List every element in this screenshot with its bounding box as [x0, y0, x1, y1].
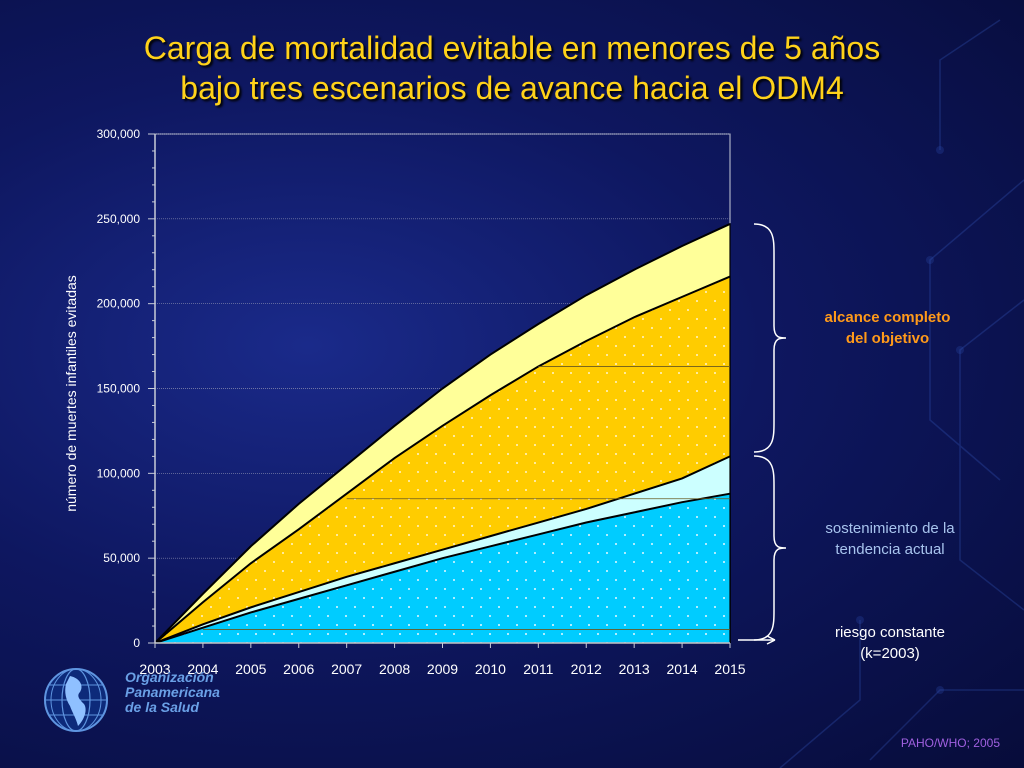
- annotation-goal: alcance completo del objetivo: [800, 307, 975, 349]
- paho-logo: Organización Panamericana de la Salud: [40, 664, 250, 736]
- annotation-trend: sostenimiento de la tendencia actual: [800, 518, 980, 560]
- y-tick-label: 50,000: [103, 551, 140, 565]
- globe-icon: [44, 668, 108, 732]
- annotation-trend-line-1: sostenimiento de la: [825, 520, 955, 537]
- x-tick-label: 2013: [619, 661, 650, 677]
- arrow-head-constant: [766, 635, 776, 645]
- y-tick-label: 250,000: [97, 212, 141, 226]
- y-tick-label: 0: [133, 636, 140, 650]
- logo-line-3: de la Salud: [125, 699, 199, 715]
- annotation-constant-line-2: (k=2003): [860, 645, 920, 662]
- logo-text: Organización Panamericana de la Salud: [125, 670, 220, 715]
- title-line-1: Carga de mortalidad evitable en menores …: [143, 30, 881, 66]
- logo-line-1: Organización: [125, 669, 214, 685]
- y-tick-label: 100,000: [97, 466, 141, 480]
- line-trend: [154, 455, 731, 644]
- title-line-2: bajo tres escenarios de avance hacia el …: [180, 70, 844, 106]
- line-constant: [154, 492, 731, 644]
- logo-line-2: Panamericana: [125, 684, 220, 700]
- x-tick-label: 2015: [714, 661, 745, 677]
- y-tick-label: 300,000: [97, 127, 141, 141]
- x-tick-label: 2014: [667, 661, 698, 677]
- x-tick-label: 2003: [139, 661, 170, 677]
- y-tick-label: 200,000: [97, 297, 141, 311]
- x-tick-label: 2009: [427, 661, 458, 677]
- annotation-constant-line-1: riesgo constante: [834, 624, 946, 641]
- annotation-constant: riesgo constante (k=2003): [800, 622, 980, 664]
- brace-trend: [753, 455, 787, 641]
- x-tick-label: 2008: [379, 661, 410, 677]
- x-tick-label: 2004: [187, 661, 218, 677]
- y-axis-title: número de muertes infantiles evitadas: [63, 275, 79, 512]
- x-tick-label: 2011: [523, 661, 553, 677]
- line-goal_main: [154, 275, 731, 644]
- annotation-goal-line-2: del objetivo: [845, 330, 930, 347]
- x-tick-label: 2012: [571, 661, 602, 677]
- x-tick-label: 2006: [283, 661, 314, 677]
- x-tick-label: 2005: [235, 661, 266, 677]
- brace-goal: [753, 223, 787, 453]
- credit-text: PAHO/WHO; 2005: [900, 736, 1000, 750]
- slide-title: Carga de mortalidad evitable en menores …: [0, 28, 1024, 108]
- x-tick-label: 2007: [331, 661, 362, 677]
- annotation-trend-line-2: tendencia actual: [835, 541, 945, 558]
- y-tick-label: 150,000: [97, 382, 141, 396]
- line-goal_top: [154, 223, 731, 644]
- annotation-goal-line-1: alcance completo: [824, 309, 951, 326]
- x-tick-label: 2010: [475, 661, 506, 677]
